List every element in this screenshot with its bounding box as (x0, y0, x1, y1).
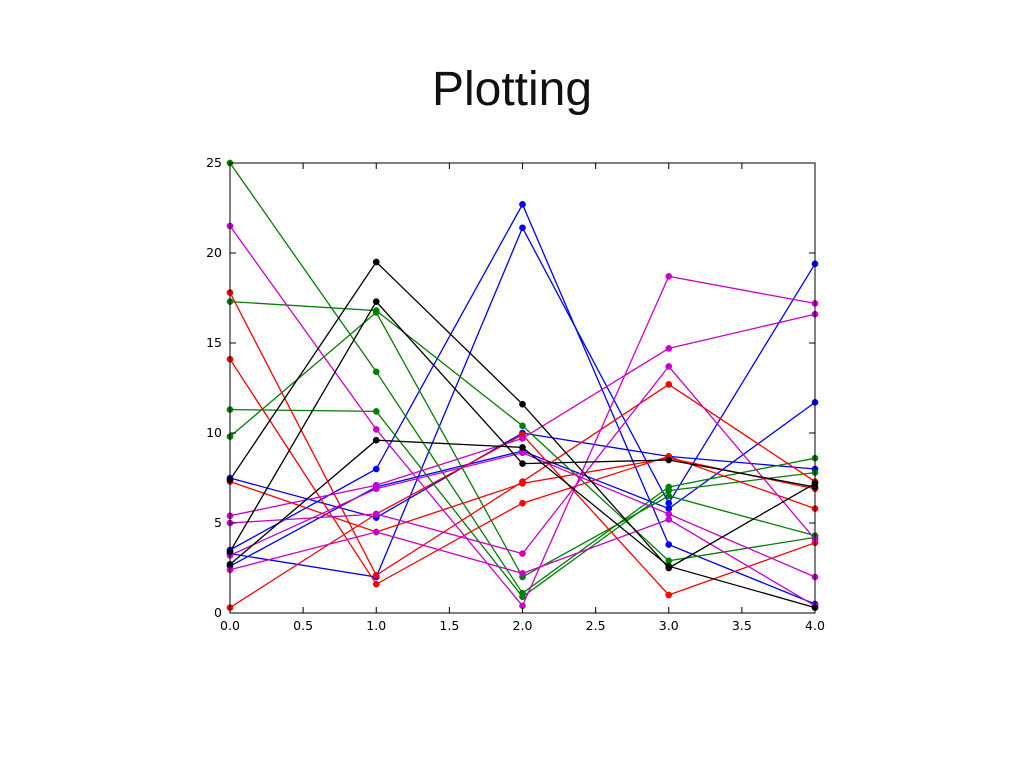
series-marker (519, 224, 526, 232)
series-marker (665, 363, 673, 370)
x-tick-label: 2.0 (513, 618, 533, 633)
x-tick-label: 3.5 (732, 618, 752, 633)
series-marker (519, 460, 526, 467)
series-marker (665, 381, 673, 388)
series-marker (372, 258, 380, 266)
line-chart: 0.0 0.5 1.0 1.5 2.0 2.5 3.0 3.5 4.0 0 5 10 15 20 25 (206, 155, 825, 633)
series-marker (519, 400, 526, 408)
x-tick-label: 3.0 (659, 618, 679, 633)
series-marker (519, 570, 526, 577)
series-marker (372, 426, 380, 433)
series-marker (665, 510, 673, 518)
y-tick-label: 0 (214, 605, 222, 620)
series-marker (372, 368, 380, 376)
x-tick-label: 2.5 (586, 618, 606, 633)
y-tick-label: 5 (214, 515, 222, 530)
series-marker (372, 309, 380, 316)
series-marker (372, 436, 380, 444)
series-marker (665, 562, 673, 570)
x-tick-label: 1.0 (366, 618, 386, 633)
x-tick-label: 0.5 (293, 618, 313, 633)
y-tick-label: 20 (206, 245, 222, 260)
y-tick-label: 25 (206, 155, 222, 170)
series-marker (372, 408, 380, 415)
series-marker (519, 444, 526, 451)
series-marker (519, 201, 526, 208)
series-marker (665, 345, 673, 352)
x-tick-label: 0.0 (220, 618, 240, 633)
series-marker (519, 593, 526, 601)
x-tick-label: 4.0 (805, 618, 825, 633)
series-marker (372, 510, 380, 518)
chart-figure: 0.0 0.5 1.0 1.5 2.0 2.5 3.0 3.5 4.0 0 5 10 15 20 25 (160, 140, 860, 660)
series-marker (665, 591, 673, 599)
series-marker (519, 480, 526, 487)
series-marker (519, 499, 526, 507)
series-marker (665, 541, 673, 548)
plot-area (230, 163, 815, 613)
series-marker (519, 550, 526, 557)
y-tick-label: 15 (206, 335, 222, 350)
series-marker (665, 492, 673, 500)
series-marker (372, 528, 380, 536)
y-tick-label: 10 (206, 425, 222, 440)
slide-title: Plotting (431, 63, 593, 116)
series-marker (372, 465, 380, 473)
series-marker (372, 580, 380, 588)
series-marker (665, 456, 673, 464)
series-marker (372, 298, 380, 305)
x-tick-label: 1.5 (439, 618, 459, 633)
series-marker (372, 485, 380, 493)
series-marker (372, 571, 380, 579)
series-marker (665, 273, 673, 280)
series-marker (519, 422, 526, 430)
series-marker (519, 435, 526, 442)
